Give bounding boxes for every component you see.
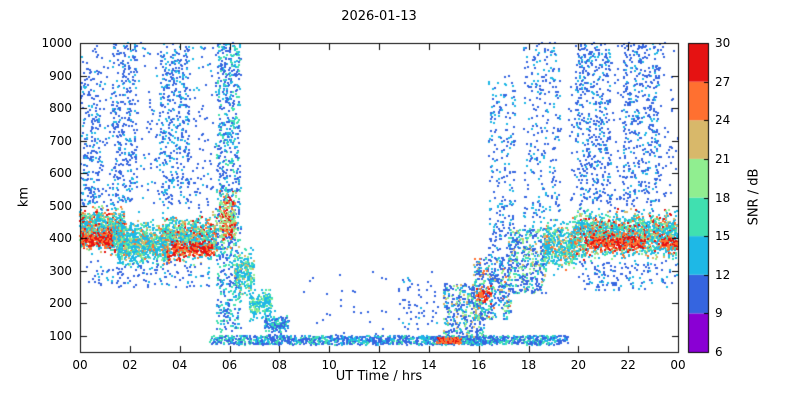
x-tick-label: 20 <box>570 358 586 372</box>
y-tick-label: 400 <box>49 231 72 246</box>
colorbar-tick-label: 21 <box>715 151 731 166</box>
x-tick-label: 02 <box>122 358 138 372</box>
x-tick-label: 04 <box>172 358 188 372</box>
x-tick-label: 22 <box>620 358 636 372</box>
colorbar-tick-label: 18 <box>715 190 731 205</box>
y-tick-label: 1000 <box>41 36 72 50</box>
y-tick-label: 500 <box>49 198 72 213</box>
x-axis-label: UT Time / hrs <box>335 369 423 384</box>
colorbar-tick-label: 6 <box>715 345 723 359</box>
colorbar-tick-label: 30 <box>715 36 731 50</box>
y-tick-label: 600 <box>49 166 72 181</box>
y-tick-label: 100 <box>49 328 72 343</box>
x-tick-label: 16 <box>471 358 487 372</box>
y-tick-label: 700 <box>49 133 72 148</box>
x-tick-label: 12 <box>371 358 387 372</box>
chart-title: 2026-01-13 <box>341 9 417 24</box>
x-tick-label: 00 <box>72 358 88 372</box>
colorbar-tick-label: 27 <box>715 74 731 89</box>
x-tick-label: 00 <box>670 358 686 372</box>
colorbar-tick-label: 9 <box>715 306 723 321</box>
x-tick-label: 14 <box>421 358 437 372</box>
x-tick-label: 18 <box>520 358 537 372</box>
x-tick-label: 06 <box>221 358 238 372</box>
y-tick-label: 900 <box>49 68 72 83</box>
colorbar-tick-label: 15 <box>715 229 731 244</box>
x-tick-label: 08 <box>271 358 287 372</box>
colorbar-tick-label: 24 <box>715 113 731 128</box>
y-tick-label: 200 <box>49 296 72 311</box>
y-tick-label: 800 <box>49 101 72 116</box>
x-tick-label: 10 <box>321 358 337 372</box>
colorbar-label: SNR / dB <box>746 168 762 226</box>
colorbar-tick-label: 12 <box>715 267 731 282</box>
y-tick-label: 300 <box>49 263 72 278</box>
